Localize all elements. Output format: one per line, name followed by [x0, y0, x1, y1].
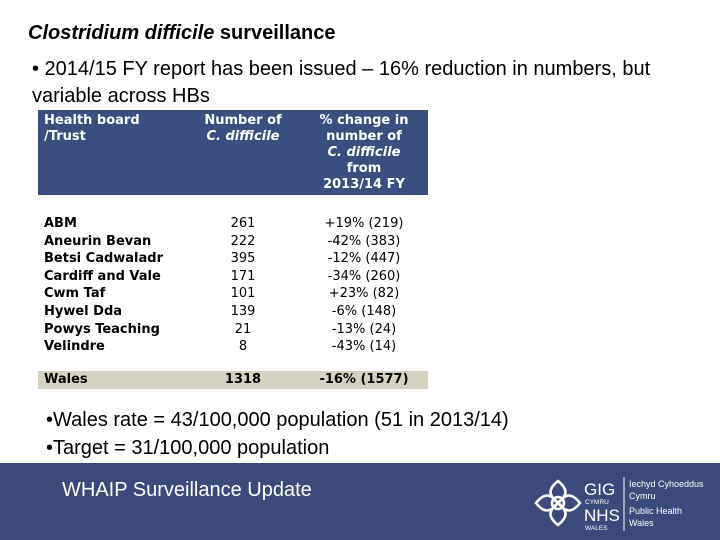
cell-name: ABM: [44, 216, 77, 231]
title-suffix: surveillance: [214, 22, 336, 44]
logo-org-line1: Iechyd Cyhoeddus: [629, 479, 704, 489]
table-body: ABM 261 +19% (219) Aneurin Bevan 222 -42% (3…: [38, 215, 428, 356]
logo-org-line2: Cymru: [629, 491, 656, 501]
cell-change: -42% (383): [327, 233, 401, 249]
cell-change: -12% (447): [327, 251, 401, 267]
cell-name: Hywel Dda: [44, 303, 123, 319]
table-total-row: Wales 1318 -16% (1577): [38, 370, 428, 389]
bullet-target: •Target = 31/100,000 population: [46, 437, 330, 459]
header-percent-change: % change in number of C. difficile from …: [300, 113, 428, 193]
cell-number: 222: [230, 233, 256, 249]
total-change: -16% (1577): [319, 371, 409, 387]
logo-wales: WALES: [585, 525, 608, 532]
bullets-rates: •Wales rate = 43/100,000 population (51 …: [46, 406, 509, 462]
header-text: /Trust: [44, 129, 86, 144]
cell-change: -43% (14): [331, 339, 397, 355]
header-health-board: Health board /Trust: [44, 113, 194, 145]
total-number: 1318: [224, 371, 262, 387]
title-organism: Clostridium difficile: [28, 22, 215, 44]
logo-cymru: CYMRU: [585, 499, 609, 506]
logo-nhs: NHS: [584, 506, 620, 525]
footer-title: WHAIP Surveillance Update: [62, 479, 312, 501]
bullet-wales-rate: •Wales rate = 43/100,000 population (51 …: [46, 409, 509, 431]
header-text: 2013/14 FY: [323, 177, 405, 192]
cell-name: Velindre: [44, 339, 105, 355]
cdiff-table: Health board /Trust Number of C. diffici…: [38, 110, 428, 389]
header-number: Number of C. difficile: [198, 113, 288, 145]
logo-org-line3: Public Health: [629, 506, 682, 516]
table-row: ABM 261 +19% (219): [38, 215, 428, 233]
table-row: Powys Teaching 21 -13% (24): [38, 321, 428, 339]
header-text: C. difficile: [206, 129, 280, 144]
logo-gig: GIG: [584, 480, 615, 499]
cell-number: 101: [230, 286, 256, 302]
table-row: Betsi Cadwaladr 395 -12% (447): [38, 250, 428, 268]
phw-logo-icon: GIG CYMRU NHS WALES Iechyd Cyhoeddus Cym…: [534, 477, 704, 532]
table-row: Hywel Dda 139 -6% (148): [38, 303, 428, 321]
table-header: Health board /Trust Number of C. diffici…: [38, 110, 428, 195]
header-text: Number of: [204, 113, 282, 128]
table-row: Aneurin Bevan 222 -42% (383): [38, 233, 428, 251]
cell-number: 21: [234, 321, 252, 337]
header-text: % change in: [319, 113, 409, 128]
cell-name: Cwm Taf: [44, 286, 106, 302]
cell-name: Powys Teaching: [44, 321, 160, 337]
table-row: Velindre 8 -43% (14): [38, 338, 428, 356]
slide-title: Clostridium difficile surveillance: [28, 22, 336, 45]
table-row: Cardiff and Vale 171 -34% (260): [38, 268, 428, 286]
cell-name: Betsi Cadwaladr: [44, 251, 164, 267]
cell-change: -34% (260): [327, 268, 401, 284]
cell-number: 395: [230, 251, 256, 267]
header-text: C. difficile: [327, 145, 401, 160]
header-text: Health board: [44, 113, 140, 128]
cell-number: 8: [238, 339, 248, 355]
cell-change: -6% (148): [331, 303, 397, 319]
cell-change: -13% (24): [331, 321, 397, 337]
cell-number: 261: [230, 216, 256, 231]
cell-change: +19% (219): [324, 216, 404, 231]
table-row: Cwm Taf 101 +23% (82): [38, 285, 428, 303]
cell-change: +23% (82): [328, 286, 400, 302]
cell-name: Aneurin Bevan: [44, 233, 152, 249]
logo-org-line4: Wales: [629, 518, 654, 528]
cell-number: 171: [230, 268, 256, 284]
footer-bar: WHAIP Surveillance Update GIG CYMRU NHS …: [0, 463, 720, 540]
cell-name: Cardiff and Vale: [44, 268, 161, 284]
cell-number: 139: [230, 303, 256, 319]
header-text: from: [346, 161, 382, 176]
total-name: Wales: [44, 371, 88, 387]
bullet-report-summary: • 2014/15 FY report has been issued – 16…: [32, 58, 651, 107]
header-text: number of: [326, 129, 402, 144]
